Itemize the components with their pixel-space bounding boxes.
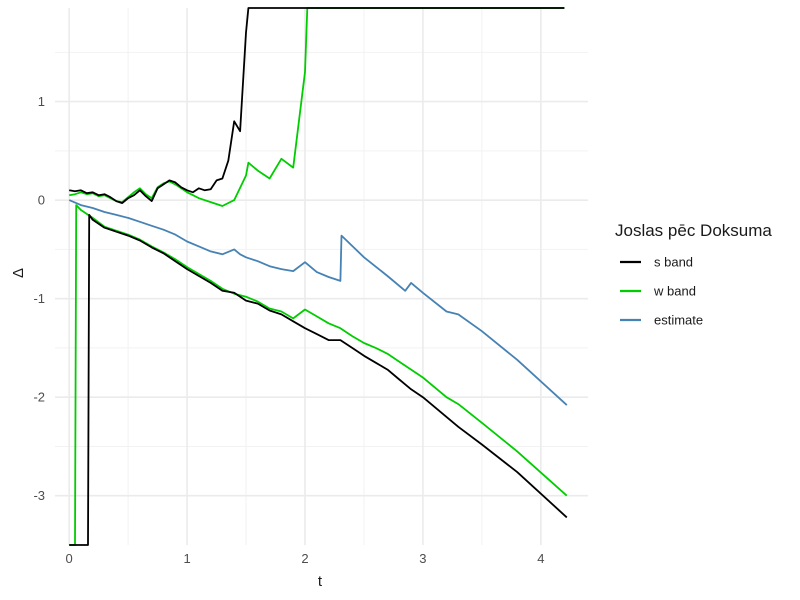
x-tick-label: 0 bbox=[66, 551, 73, 566]
grid-minor bbox=[55, 8, 588, 545]
legend-items: s band w band estimate bbox=[620, 255, 703, 328]
series-w-band-lower bbox=[69, 204, 568, 546]
grid-major bbox=[55, 8, 588, 545]
series-layer bbox=[68, 7, 568, 546]
series-s-band-upper bbox=[69, 7, 565, 204]
legend-title: Joslas pēc Doksuma bbox=[615, 221, 772, 240]
y-tick-label: -3 bbox=[33, 488, 45, 503]
legend-label: w band bbox=[653, 284, 696, 299]
x-tick-label: 3 bbox=[419, 551, 426, 566]
y-axis-ticks: -3 -2 -1 0 1 bbox=[33, 94, 45, 503]
legend-label: estimate bbox=[654, 313, 703, 328]
legend: Joslas pēc Doksuma s band w band estimate bbox=[615, 221, 772, 328]
y-tick-label: -2 bbox=[33, 390, 45, 405]
y-tick-label: 1 bbox=[38, 94, 45, 109]
y-axis-title: Δ bbox=[10, 268, 27, 278]
legend-label: s band bbox=[654, 255, 693, 270]
series-s-band-lower bbox=[69, 214, 568, 546]
x-axis-title: t bbox=[318, 573, 323, 590]
y-tick-label: 0 bbox=[38, 193, 45, 208]
x-tick-label: 4 bbox=[537, 551, 544, 566]
x-tick-label: 2 bbox=[301, 551, 308, 566]
series-w-band-upper bbox=[69, 7, 565, 207]
series-estimate-line bbox=[68, 199, 568, 406]
x-axis-ticks: 0 1 2 3 4 bbox=[66, 551, 545, 566]
x-tick-label: 1 bbox=[183, 551, 190, 566]
y-tick-label: -1 bbox=[33, 291, 45, 306]
